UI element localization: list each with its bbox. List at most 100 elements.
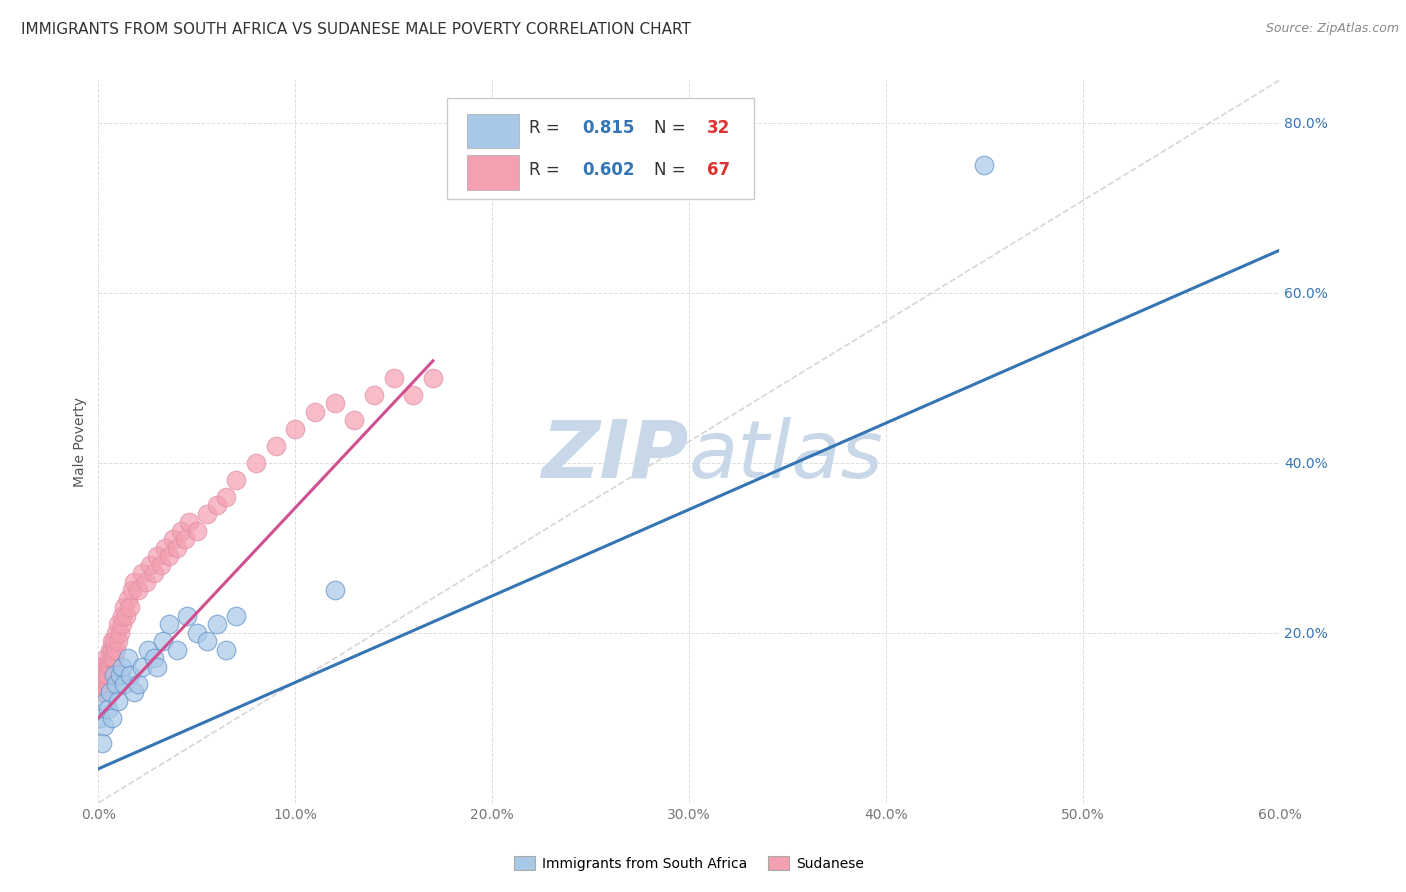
Point [118,600,141,615]
Point [91,685,114,699]
Point [107,634,129,648]
Text: N =: N = [654,120,690,137]
Point [98,685,121,699]
Point [103,651,125,665]
Text: atlas: atlas [689,417,884,495]
Point [136,642,159,657]
Point [93,660,115,674]
Point [101,651,124,665]
Point [205,617,228,632]
Point [117,651,139,665]
Point [111,660,134,674]
Point [225,473,247,487]
Point [105,625,128,640]
Point [146,660,169,674]
Point [186,524,208,538]
Point [138,558,160,572]
Point [101,642,124,657]
Point [111,608,134,623]
Point [107,694,129,708]
Point [382,371,405,385]
Text: IMMIGRANTS FROM SOUTH AFRICA VS SUDANESE MALE POVERTY CORRELATION CHART: IMMIGRANTS FROM SOUTH AFRICA VS SUDANESE… [21,22,690,37]
Point [91,736,114,750]
Point [973,158,995,172]
Point [176,608,198,623]
Point [131,566,153,581]
Point [150,558,173,572]
Text: R =: R = [530,161,565,178]
Point [127,677,149,691]
Point [127,583,149,598]
Point [98,651,121,665]
Point [91,668,114,682]
Point [93,719,115,733]
Point [96,694,118,708]
Text: ZIP: ZIP [541,417,689,495]
Point [162,533,184,547]
Point [112,677,135,691]
Point [107,617,129,632]
Point [101,634,124,648]
Point [135,574,157,589]
Point [112,600,135,615]
Point [91,660,114,674]
Point [91,677,114,691]
Point [97,677,120,691]
Point [108,625,131,640]
Point [152,634,174,648]
Point [89,677,111,691]
Point [155,541,177,555]
Point [264,439,287,453]
Point [89,685,111,699]
Y-axis label: Male Poverty: Male Poverty [73,397,87,486]
Point [170,524,193,538]
Point [103,634,125,648]
Point [103,668,125,682]
Point [225,608,247,623]
Point [174,533,197,547]
Point [215,490,238,504]
Point [131,660,153,674]
Point [89,711,111,725]
Point [105,642,128,657]
Text: Source: ZipAtlas.com: Source: ZipAtlas.com [1265,22,1399,36]
Point [89,668,111,682]
FancyBboxPatch shape [467,114,519,148]
Point [142,651,165,665]
Point [108,668,131,682]
Point [96,685,118,699]
Legend: Immigrants from South Africa, Sudanese: Immigrants from South Africa, Sudanese [509,851,869,876]
Point [121,583,143,598]
Point [118,668,141,682]
Point [304,405,326,419]
Text: N =: N = [654,161,690,178]
Point [146,549,169,564]
Point [111,617,134,632]
Point [323,583,346,598]
Point [205,498,228,512]
Point [117,591,139,606]
Point [115,608,138,623]
Point [363,388,385,402]
Point [97,660,120,674]
Point [142,566,165,581]
FancyBboxPatch shape [447,98,754,200]
Point [89,660,111,674]
Point [96,651,118,665]
FancyBboxPatch shape [467,155,519,190]
Point [195,634,218,648]
Point [177,516,200,530]
Point [105,677,128,691]
Point [96,668,118,682]
Point [157,549,180,564]
Point [215,642,238,657]
Point [166,541,188,555]
Point [402,388,425,402]
Point [98,642,121,657]
Point [97,668,120,682]
Text: 32: 32 [707,120,730,137]
Text: 67: 67 [707,161,730,178]
Point [122,685,145,699]
Text: 0.602: 0.602 [582,161,636,178]
Point [122,574,145,589]
